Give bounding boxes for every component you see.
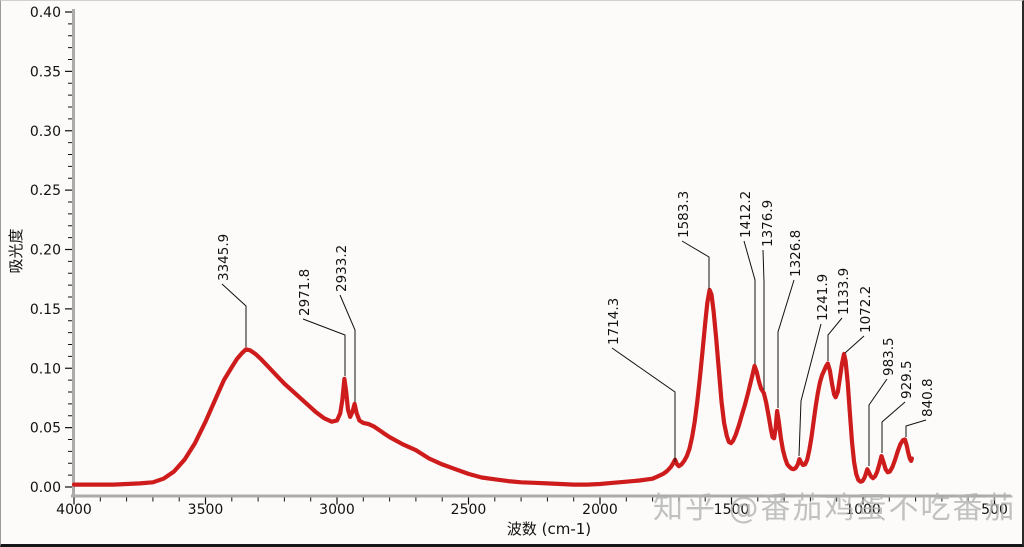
peak-value-label: 2971.8 xyxy=(297,269,313,316)
peak-value-label: 1412.2 xyxy=(738,191,754,238)
peak-leader-line xyxy=(339,294,356,402)
spectrum-curve xyxy=(71,287,915,487)
watermark-text: 知乎 @番茄鸡蛋不吃番茄 xyxy=(653,491,1017,526)
x-tick-label: 3500 xyxy=(188,502,224,518)
peak-leader-line xyxy=(827,317,843,361)
peak-value-label: 3345.9 xyxy=(216,234,232,281)
peak-value-label: 1133.9 xyxy=(836,268,852,315)
peak-leader-line xyxy=(905,419,927,437)
peak-value-label: 2933.2 xyxy=(334,245,350,292)
peak-leader-line xyxy=(762,249,765,390)
x-tick-label: 500 xyxy=(981,502,1008,518)
peak-value-label: 1714.3 xyxy=(606,298,622,345)
y-tick-label: 0.15 xyxy=(30,302,61,318)
y-tick-label: 0.05 xyxy=(30,421,61,437)
peak-annotations: 3345.9 2971.8 2933.2 1714.3 1583.3 1412.2 1376… xyxy=(216,191,936,466)
peak-leader-line xyxy=(221,283,247,347)
y-tick-label: 0.00 xyxy=(30,480,61,496)
peak-value-label: 1583.3 xyxy=(676,191,692,238)
ir-absorbance-trace xyxy=(71,287,915,487)
peak-leader-line xyxy=(611,347,676,462)
y-tick-label: 0.20 xyxy=(30,243,61,259)
y-tick-label: 0.40 xyxy=(30,5,61,21)
peak-leader-line xyxy=(844,335,865,354)
y-tick-label: 0.30 xyxy=(30,124,61,140)
peak-value-label: 840.8 xyxy=(920,378,936,417)
peak-leader-line xyxy=(681,240,710,289)
y-axis-title: 吸光度 xyxy=(7,228,25,273)
peak-value-label: 1326.8 xyxy=(788,230,804,277)
peak-value-label: 1072.2 xyxy=(858,286,874,333)
y-tick-label: 0.10 xyxy=(30,361,61,377)
y-tick-label: 0.25 xyxy=(30,183,61,199)
x-tick-label: 3000 xyxy=(319,502,355,518)
x-tick-label: 1000 xyxy=(845,502,881,518)
axes: 0.00 0.05 0.10 0.15 0.20 0.25 0.30 0.35 0.40 4000… xyxy=(30,5,1011,518)
peak-leader-line xyxy=(881,401,906,453)
x-axis-title: 波数 (cm-1) xyxy=(507,520,591,538)
peak-leader-line xyxy=(777,279,795,408)
x-tick-label: 2500 xyxy=(451,502,487,518)
peak-leader-line xyxy=(868,378,888,466)
peak-leader-line xyxy=(743,240,756,364)
x-tick-label: 1500 xyxy=(714,502,750,518)
x-tick-label: 4000 xyxy=(56,502,92,518)
peak-value-label: 983.5 xyxy=(881,337,897,376)
peak-value-label: 1241.9 xyxy=(815,274,831,321)
peak-leader-line xyxy=(798,323,822,457)
peak-value-label: 1376.9 xyxy=(760,200,776,247)
peak-value-label: 929.5 xyxy=(899,360,915,399)
x-tick-label: 2000 xyxy=(582,502,618,518)
y-tick-label: 0.35 xyxy=(30,64,61,80)
peak-leader-line xyxy=(302,318,346,376)
